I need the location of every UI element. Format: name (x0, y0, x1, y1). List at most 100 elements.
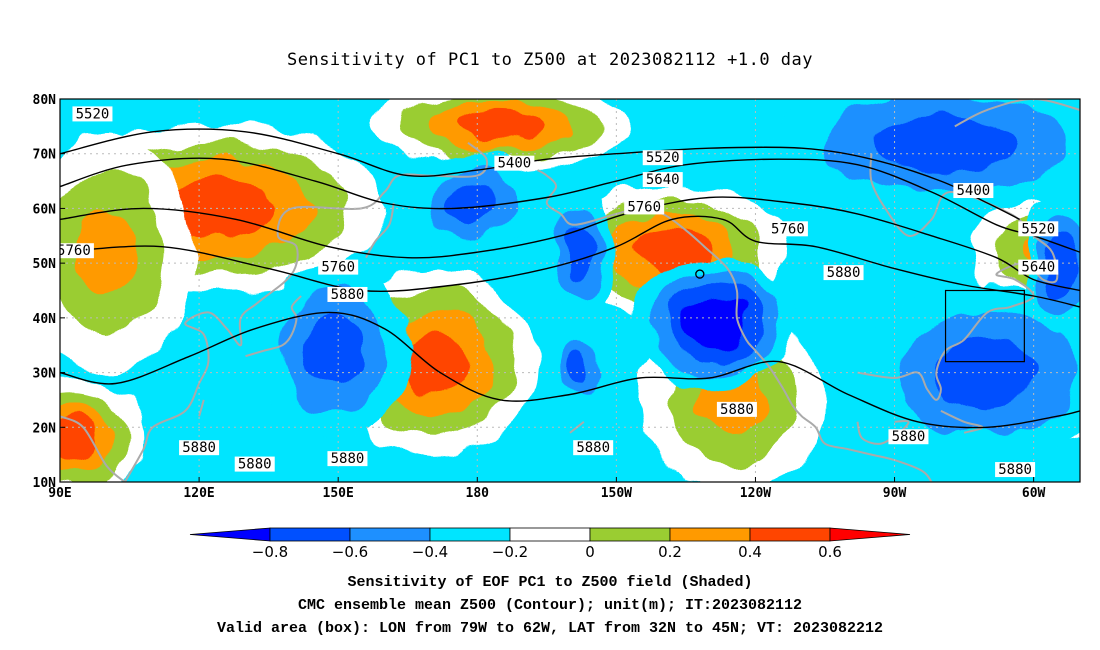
contour-5760 (60, 215, 1080, 308)
anomaly-10-ring-2 (447, 181, 499, 225)
colorbar: −0.8 −0.6 −0.4 −0.2 0 0.2 0.4 0.6 (189, 527, 911, 561)
colorbar-cell-1 (269, 527, 351, 542)
colorbar-cell-min (189, 527, 271, 542)
colorbar-label: 0.4 (738, 543, 762, 561)
anomaly-3-ring-3 (454, 111, 547, 142)
contour-label-bg (72, 106, 113, 122)
lon-tick-label: 60W (1022, 486, 1046, 501)
contour-label-13: 5880 (716, 401, 757, 418)
anomaly-2-ring-3 (60, 417, 100, 460)
caption-line-1: Sensitivity of EOF PC1 to Z500 field (Sh… (347, 574, 753, 591)
contour-label-9: 5760 (318, 259, 359, 276)
contour-label-bg (953, 183, 994, 199)
contour-5520 (60, 157, 1080, 253)
contour-label-text: 5400 (957, 183, 991, 199)
contour-label-text: 5640 (646, 172, 680, 188)
contour-label-bg (888, 429, 929, 445)
contour-label-bg (494, 155, 535, 171)
contour-label-bg (327, 286, 368, 302)
contour-label-text: 5880 (892, 429, 926, 445)
colorbar-cell-2 (349, 527, 431, 542)
anomaly-5-ring-3 (399, 328, 472, 395)
contour-label-text: 5880 (576, 440, 610, 456)
contour-label-8: 5760 (57, 243, 94, 259)
contour-label-bg (767, 221, 808, 237)
valid-area-box (944, 289, 1025, 363)
lon-tick-label: 90W (883, 486, 907, 501)
contour-label-19: 5880 (327, 451, 368, 467)
contour-label-bg (60, 243, 94, 259)
anomaly-13-ring-2 (874, 115, 1017, 170)
contour-label-text: 5880 (182, 440, 216, 456)
contour-label-3: 5640 (642, 172, 683, 188)
coastline-0 (60, 415, 126, 482)
lat-tick-label: 30N (33, 367, 57, 382)
colorbar-cell-max (829, 527, 911, 542)
anomaly-12-ring-2 (936, 336, 1039, 409)
lat-tick-label: 60N (33, 202, 57, 217)
contour-label-bg (1018, 259, 1059, 275)
contour-label-10: 5880 (327, 286, 368, 303)
contour-label-17: 5880 (179, 440, 220, 456)
contour-label-text: 5880 (238, 457, 272, 473)
contour-label-6: 5520 (1018, 221, 1059, 237)
caption-line-3: Valid area (box): LON from 79W to 62W, L… (216, 620, 884, 637)
contour-label-text: 5760 (771, 221, 805, 237)
colorbar-cell-5 (589, 527, 671, 542)
lon-tick-label: 180 (466, 486, 490, 501)
contour-label-bg (642, 172, 683, 188)
contour-label-text: 5760 (321, 260, 355, 276)
lon-tick-label: 150W (601, 486, 632, 501)
coastline-2 (245, 295, 302, 358)
coastline-3 (198, 399, 205, 417)
contour-label-bg (1018, 221, 1059, 237)
contour-label-1: 5400 (494, 155, 535, 172)
contour-label-text: 5880 (998, 462, 1032, 478)
contour-label-text: 5880 (331, 287, 365, 303)
contour-label-5: 5400 (953, 183, 994, 199)
map-axes: 90E 120E 150E 180 150W 120W 90W 60W 80N 70N 60N 50N… (33, 93, 1046, 501)
contour-label-7: 5640 (1018, 259, 1059, 276)
colorbar-label: 0.2 (658, 543, 682, 561)
contour-label-text: 5880 (827, 265, 861, 281)
contour-label-bg (995, 462, 1036, 478)
coastline-5 (537, 169, 933, 482)
contour-label-bg (573, 440, 614, 456)
contour-labels: 5520 5400 5520 5640 5760 5400 5520 5640 5760 5760… (57, 106, 1059, 478)
contour-label-text: 5760 (57, 243, 91, 259)
lon-tick-label: 120E (183, 486, 214, 501)
contour-label-text: 5520 (1021, 221, 1055, 237)
colorbar-label: 0 (585, 543, 595, 561)
contour-5400 (60, 128, 1021, 221)
colorbar-label: −0.6 (332, 543, 368, 561)
lat-tick-label: 10N (33, 476, 57, 491)
coastline-1 (124, 142, 489, 482)
z500-contours (60, 128, 1080, 429)
contour-label-4: 5760 (624, 199, 665, 215)
lat-tick-label: 80N (33, 93, 57, 108)
lat-tick-label: 40N (33, 312, 57, 327)
contour-label-text: 5760 (627, 199, 661, 215)
contour-5880 (60, 311, 1080, 429)
contour-label-2: 5520 (642, 150, 683, 166)
colorbar-cell-3 (429, 527, 511, 542)
contour-label-text: 5640 (1021, 260, 1055, 276)
colorbar-label: −0.8 (252, 543, 288, 561)
contour-label-0: 5520 (72, 106, 113, 122)
contour-label-18: 5880 (234, 456, 275, 473)
coastline-9 (954, 99, 1080, 128)
colorbar-cell-4 (509, 527, 591, 542)
contour-label-bg (179, 440, 220, 456)
colorbar-label: −0.2 (492, 543, 528, 561)
lat-tick-label: 20N (33, 421, 57, 436)
colorbar-cell-6 (669, 527, 751, 542)
contour-label-15: 5880 (995, 462, 1036, 478)
contour-label-text: 5520 (646, 150, 680, 166)
contour-label-text: 5400 (498, 156, 532, 172)
coastline-8 (940, 409, 984, 434)
colorbar-cell-7 (749, 527, 831, 542)
map-annotations (695, 269, 1025, 363)
anomaly-11-ring-3 (680, 296, 747, 351)
lat-tick-label: 50N (33, 257, 57, 272)
